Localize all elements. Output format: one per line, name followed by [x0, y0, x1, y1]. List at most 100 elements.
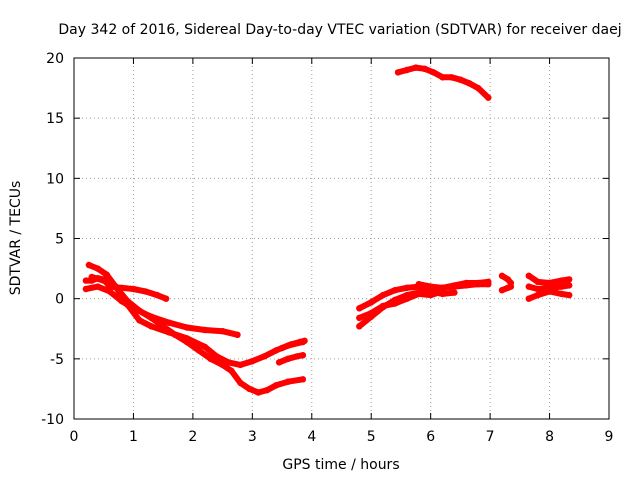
data-point — [171, 331, 179, 338]
y-tick-label: 5 — [55, 232, 64, 248]
data-point — [293, 353, 301, 360]
data-point — [255, 389, 262, 396]
data-point — [237, 379, 244, 387]
data-point — [85, 261, 93, 269]
data-point — [439, 74, 446, 81]
data-point — [427, 291, 434, 299]
data-point — [403, 295, 411, 302]
series-arc-16 — [525, 288, 573, 302]
data-point — [391, 300, 399, 307]
data-point — [201, 343, 208, 350]
data-point — [394, 69, 402, 76]
y-tick-label: -5 — [50, 352, 64, 368]
data-point — [160, 323, 167, 330]
y-tick-label: 20 — [46, 51, 64, 67]
data-point — [183, 324, 191, 331]
x-tick-label: 0 — [70, 429, 79, 445]
data-point — [299, 352, 307, 359]
data-point — [94, 265, 102, 272]
data-point — [379, 291, 387, 299]
data-point — [272, 347, 280, 354]
data-point — [546, 288, 553, 295]
data-point — [228, 367, 235, 375]
series-arc-4 — [88, 273, 307, 396]
data-point — [287, 341, 295, 348]
series-arc-13 — [498, 283, 515, 294]
data-point — [485, 94, 492, 101]
data-point — [272, 382, 280, 389]
series-arc-3 — [85, 261, 307, 369]
data-point — [246, 385, 253, 393]
x-tick-label: 2 — [188, 429, 197, 445]
y-tick-label: 0 — [55, 292, 64, 308]
x-tick-label: 4 — [307, 429, 316, 445]
x-tick-label: 7 — [486, 429, 495, 445]
data-point — [534, 278, 541, 285]
data-point — [403, 284, 411, 291]
series-arc-7 — [394, 64, 492, 101]
data-point — [534, 291, 541, 299]
data-point — [94, 283, 102, 290]
data-point — [201, 326, 208, 334]
data-point — [225, 359, 232, 366]
data-point — [507, 283, 515, 290]
data-point — [415, 281, 422, 288]
data-point — [412, 64, 419, 71]
data-point — [234, 331, 241, 338]
data-point — [566, 291, 573, 299]
data-point — [415, 290, 422, 298]
data-point — [451, 282, 458, 289]
y-axis-label: SDTVAR / TECUs — [8, 181, 24, 296]
data-point — [106, 288, 113, 295]
data-point — [261, 353, 268, 360]
data-point — [558, 277, 565, 284]
series-arc-6 — [278, 337, 308, 352]
data-point — [525, 272, 532, 279]
grid — [74, 58, 609, 419]
data-point — [124, 297, 131, 305]
data-point — [162, 295, 170, 302]
data-point — [301, 337, 308, 344]
x-tick-label: 9 — [605, 429, 614, 445]
data-point — [165, 319, 173, 326]
data-series — [82, 64, 573, 396]
y-tick-label: -10 — [41, 412, 64, 428]
series-arc-11 — [415, 278, 492, 291]
data-point — [148, 323, 155, 330]
data-point — [566, 276, 573, 283]
x-axis-label: GPS time / hours — [282, 457, 399, 473]
data-point — [136, 307, 143, 314]
data-point — [498, 287, 506, 294]
data-point — [466, 80, 473, 87]
data-point — [142, 288, 149, 295]
data-point — [100, 277, 107, 284]
data-point — [525, 295, 532, 302]
data-point — [112, 283, 119, 290]
series-arc-15 — [525, 282, 573, 293]
data-point — [264, 386, 271, 394]
data-point — [356, 314, 363, 322]
data-point — [475, 279, 482, 287]
series-arc-5 — [275, 352, 307, 366]
data-point — [558, 283, 565, 290]
data-point — [207, 355, 214, 362]
data-point — [356, 323, 363, 330]
data-point — [183, 338, 191, 346]
y-tick-label: 10 — [46, 171, 64, 187]
data-point — [379, 302, 387, 310]
data-point — [421, 65, 428, 73]
data-point — [148, 314, 155, 322]
data-point — [237, 361, 244, 369]
axis-ticks: 0 1 2 3 4 5 6 7 8 9 -10 -5 0 5 10 15 20 — [41, 51, 613, 445]
data-point — [82, 277, 90, 284]
data-point — [356, 305, 363, 312]
data-point — [368, 299, 375, 306]
data-point — [475, 84, 482, 92]
series-line — [88, 274, 306, 396]
data-point — [558, 290, 565, 298]
data-point — [275, 359, 283, 366]
y-tick-label: 15 — [46, 111, 64, 127]
data-point — [566, 282, 573, 289]
data-point — [525, 283, 532, 290]
